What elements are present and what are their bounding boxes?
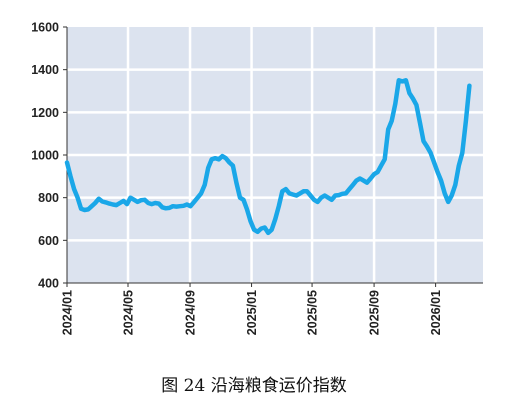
series-line	[64, 78, 472, 236]
y-tick-label: 600	[38, 234, 59, 248]
x-tick-label: 2025/09	[368, 290, 382, 335]
y-tick-label: 1200	[31, 106, 59, 120]
gridlines	[67, 27, 483, 283]
y-tick-label: 400	[38, 277, 59, 291]
x-tick-label: 2025/01	[245, 290, 259, 335]
x-tick-label: 2026/01	[429, 290, 443, 335]
x-tick-label: 2024/09	[184, 290, 198, 335]
x-tick-label: 2025/05	[306, 290, 320, 335]
figure-caption: 图 24 沿海粮食运价指数	[161, 376, 347, 396]
y-tick-label: 1000	[31, 149, 59, 163]
y-tick-label: 800	[38, 191, 59, 205]
x-tick-label: 2024/01	[61, 290, 75, 335]
y-tick-label: 1600	[31, 21, 59, 35]
x-axis-ticks: 2024/01 2024/05 2024/09 2025/01 2025/05 2025/…	[61, 290, 444, 335]
axes	[63, 26, 483, 287]
x-tick-label: 2024/05	[122, 290, 136, 335]
y-tick-label: 1400	[31, 63, 59, 77]
line-chart: 400 600 800 1000 1200 1400 1600 2024/01 2024/05…	[31, 21, 483, 335]
y-axis-ticks: 400 600 800 1000 1200 1400 1600	[31, 21, 59, 291]
